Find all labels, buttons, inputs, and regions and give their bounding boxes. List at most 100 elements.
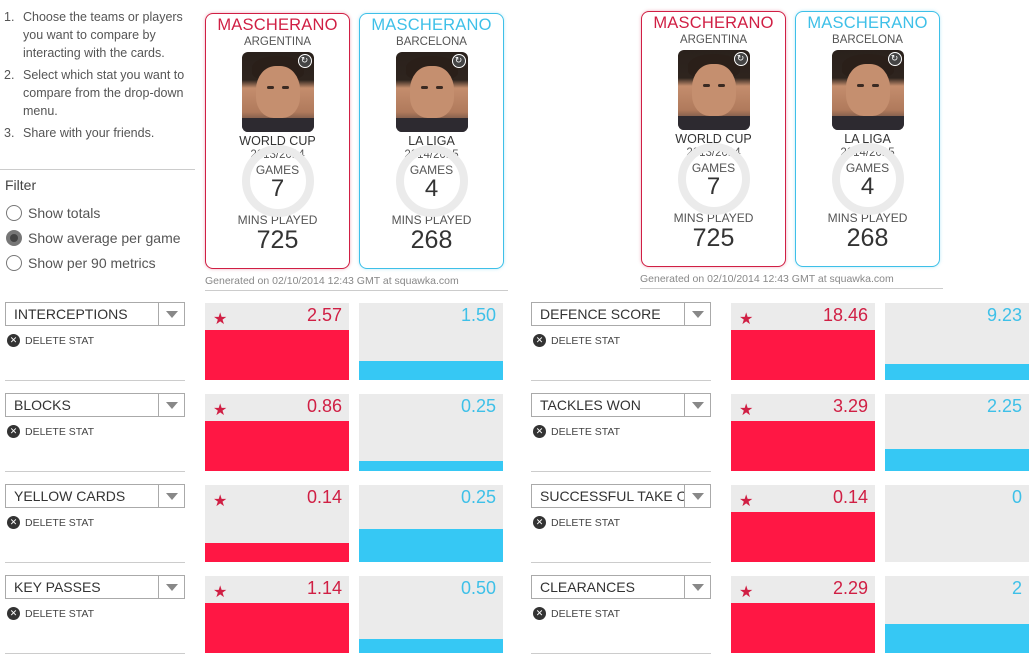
delete-stat-button[interactable]: ✕ DELETE STAT	[7, 516, 94, 529]
stat-bar-player2: 2.25	[885, 394, 1029, 471]
delete-stat-button[interactable]: ✕ DELETE STAT	[7, 607, 94, 620]
player-photo: ↻	[395, 52, 468, 132]
player-name: MASCHERANO	[807, 14, 928, 32]
competition: WORLD CUP	[239, 134, 316, 148]
filter-option-average[interactable]: Show average per game	[6, 230, 181, 246]
bar-fill-player2	[885, 364, 1029, 380]
divider	[0, 169, 195, 170]
divider	[5, 380, 185, 381]
stat-dropdown[interactable]: BLOCKS	[5, 393, 185, 417]
stat-value-player1: 2.29	[832, 578, 868, 598]
filter-option-totals[interactable]: Show totals	[6, 205, 100, 221]
delete-stat-button[interactable]: ✕ DELETE STAT	[533, 607, 620, 620]
stat-value-player2: 2.25	[986, 396, 1022, 416]
bar-fill-player2	[885, 624, 1029, 653]
bar-fill-player1	[205, 421, 349, 471]
stat-bar-player2: 1.50	[359, 303, 503, 380]
delete-stat-button[interactable]: ✕ DELETE STAT	[7, 425, 94, 438]
games-ring: GAMES 7	[677, 143, 750, 215]
divider	[531, 471, 711, 472]
edit-icon[interactable]: ↻	[451, 54, 466, 68]
chevron-down-icon[interactable]	[684, 303, 710, 325]
bar-fill-player1	[731, 603, 875, 653]
bar-fill-player1	[731, 421, 875, 471]
stat-dropdown[interactable]: INTERCEPTIONS	[5, 302, 185, 326]
photo-eye	[871, 84, 879, 87]
stat-value-player1: 3.29	[832, 396, 868, 416]
player-card[interactable]: MASCHERANO BARCELONA ↻ LA LIGA 2014/2015…	[795, 11, 940, 267]
delete-stat-label: DELETE STAT	[551, 516, 621, 529]
mins-value: 268	[846, 224, 889, 252]
edit-icon[interactable]: ↻	[733, 52, 748, 66]
delete-stat-button[interactable]: ✕ DELETE STAT	[533, 425, 620, 438]
delete-stat-label: DELETE STAT	[25, 334, 95, 347]
radio-checked-icon[interactable]	[6, 230, 22, 246]
delete-stat-button[interactable]: ✕ DELETE STAT	[533, 334, 620, 347]
stat-value-player2: 0.25	[460, 396, 496, 416]
instruction-item: 3. Share with your friends.	[4, 124, 194, 142]
close-icon[interactable]: ✕	[7, 516, 20, 529]
player-name: MASCHERANO	[217, 16, 338, 34]
chevron-down-icon[interactable]	[158, 485, 184, 507]
bar-fill-player2	[885, 449, 1029, 471]
mins-label: MINS PLAYED	[391, 213, 472, 227]
bar-fill-player2	[359, 639, 503, 653]
player-card[interactable]: MASCHERANO ARGENTINA ↻ WORLD CUP 2013/20…	[205, 13, 350, 269]
games-label: GAMES	[845, 161, 890, 175]
stat-value-player1: 1.14	[306, 578, 342, 598]
stat-name: DEFENCE SCORE	[540, 306, 661, 322]
divider	[531, 562, 711, 563]
close-icon[interactable]: ✕	[7, 334, 20, 347]
chevron-down-icon[interactable]	[158, 303, 184, 325]
stat-dropdown[interactable]: DEFENCE SCORE	[531, 302, 711, 326]
close-icon[interactable]: ✕	[533, 607, 546, 620]
close-icon[interactable]: ✕	[533, 425, 546, 438]
player-team: ARGENTINA	[243, 36, 312, 48]
divider	[5, 653, 185, 654]
chevron-down-icon[interactable]	[684, 394, 710, 416]
delete-stat-button[interactable]: ✕ DELETE STAT	[533, 516, 620, 529]
stat-dropdown[interactable]: TACKLES WON	[531, 393, 711, 417]
stat-value-player2: 9.23	[986, 305, 1022, 325]
edit-icon[interactable]: ↻	[297, 54, 312, 68]
games-ring: GAMES 4	[831, 143, 904, 215]
radio-icon[interactable]	[6, 205, 22, 221]
stat-value-player2: 0.50	[460, 578, 496, 598]
close-icon[interactable]: ✕	[533, 334, 546, 347]
edit-icon[interactable]: ↻	[887, 52, 902, 66]
stat-bar-player1: ★ 2.29	[731, 576, 875, 653]
player-card[interactable]: MASCHERANO ARGENTINA ↻ WORLD CUP 2013/20…	[641, 11, 786, 267]
delete-stat-button[interactable]: ✕ DELETE STAT	[7, 334, 94, 347]
photo-shirt	[241, 118, 314, 132]
stat-dropdown[interactable]: YELLOW CARDS	[5, 484, 185, 508]
bar-fill-player1	[731, 512, 875, 562]
player-card[interactable]: MASCHERANO BARCELONA ↻ LA LIGA 2014/2015…	[359, 13, 504, 269]
stat-name: YELLOW CARDS	[14, 488, 126, 504]
filter-option-per90[interactable]: Show per 90 metrics	[6, 255, 156, 271]
instruction-number: 3.	[4, 126, 15, 140]
close-icon[interactable]: ✕	[533, 516, 546, 529]
radio-icon[interactable]	[6, 255, 22, 271]
stat-name: BLOCKS	[14, 397, 71, 413]
stat-dropdown[interactable]: CLEARANCES	[531, 575, 711, 599]
filter-option-label: Show per 90 metrics	[28, 255, 156, 271]
stat-dropdown[interactable]: SUCCESSFUL TAKE O	[531, 484, 711, 508]
divider	[205, 290, 508, 291]
close-icon[interactable]: ✕	[7, 607, 20, 620]
close-icon[interactable]: ✕	[7, 425, 20, 438]
stat-bar-player2: 9.23	[885, 303, 1029, 380]
stat-bar-player1: ★ 0.86	[205, 394, 349, 471]
stat-dropdown[interactable]: KEY PASSES	[5, 575, 185, 599]
chevron-down-icon[interactable]	[158, 576, 184, 598]
divider	[531, 653, 711, 654]
photo-eye	[266, 86, 274, 89]
games-label: GAMES	[691, 161, 736, 175]
mins-label: MINS PLAYED	[827, 211, 908, 225]
delete-stat-label: DELETE STAT	[551, 334, 621, 347]
star-icon: ★	[739, 584, 754, 601]
star-icon: ★	[213, 493, 228, 510]
chevron-down-icon[interactable]	[684, 576, 710, 598]
instruction-item: 1. Choose the teams or players you want t…	[4, 8, 194, 62]
chevron-down-icon[interactable]	[684, 485, 710, 507]
chevron-down-icon[interactable]	[158, 394, 184, 416]
